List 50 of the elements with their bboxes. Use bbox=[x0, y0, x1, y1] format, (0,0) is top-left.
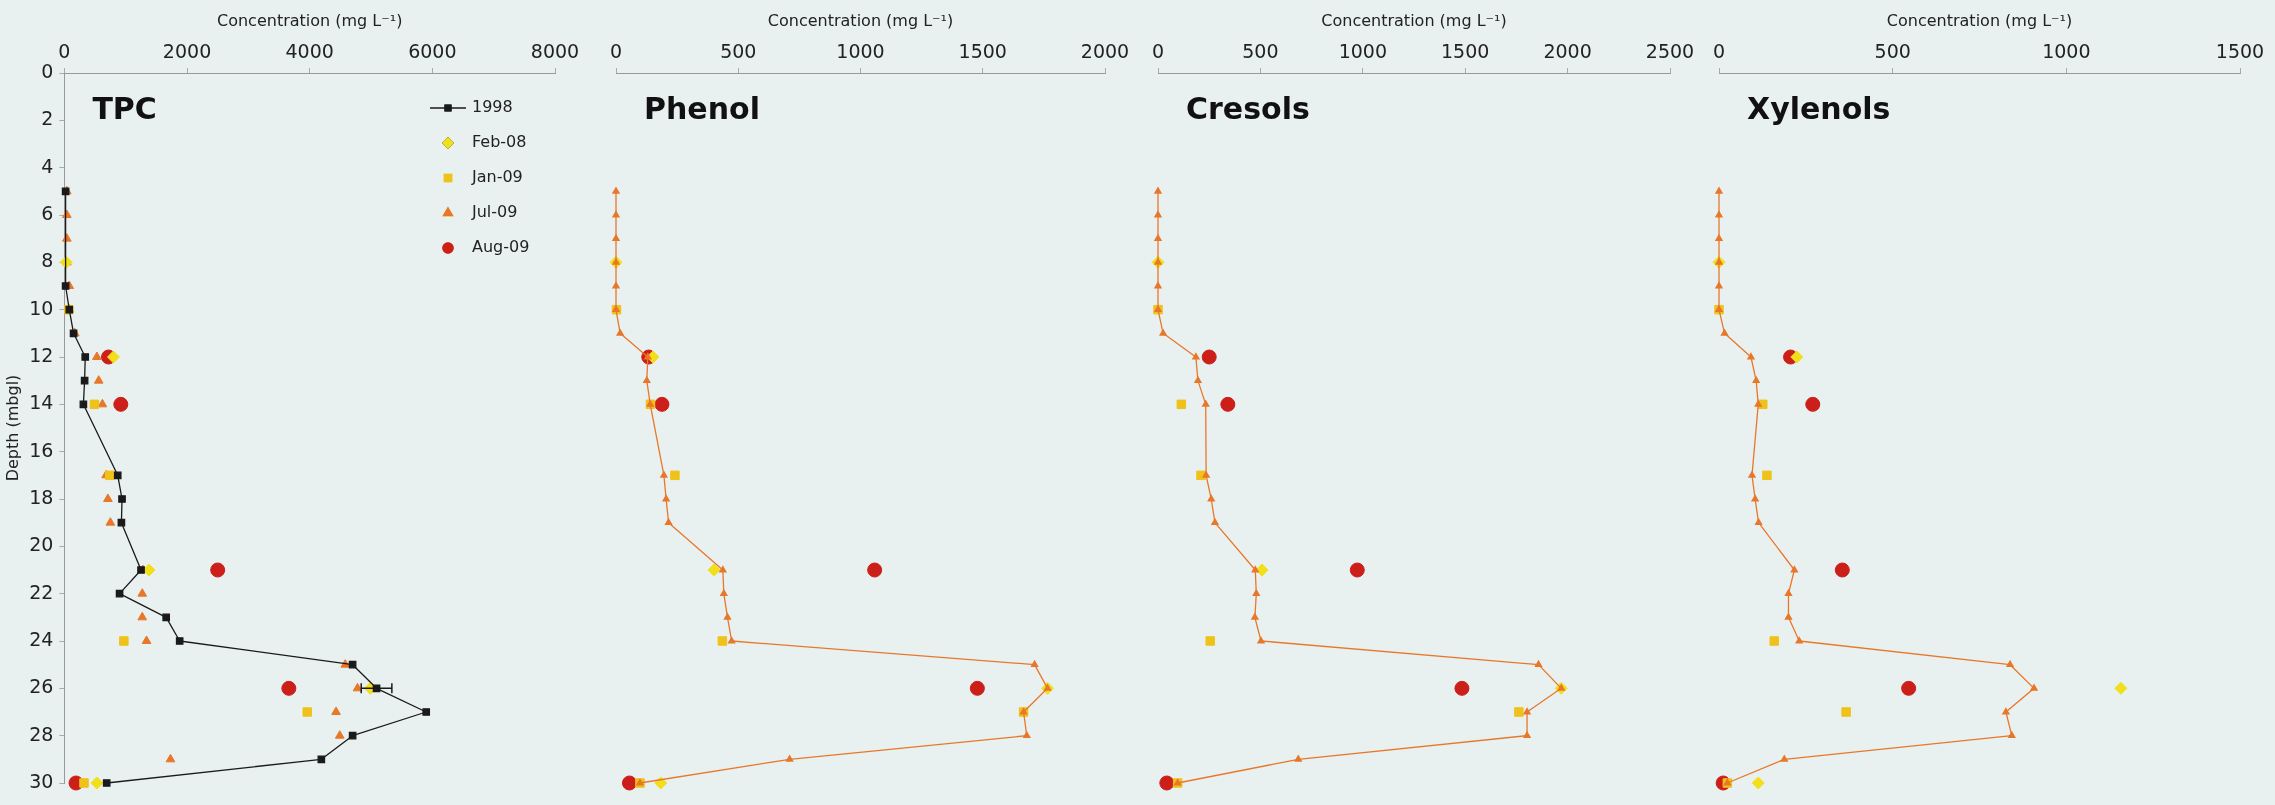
y-tick-label: 28 bbox=[29, 722, 54, 745]
text: Xylenols bbox=[1747, 90, 1891, 126]
x-tick-label: 0 bbox=[58, 39, 71, 62]
y-tick-label: 6 bbox=[41, 201, 54, 224]
x-axis-title: Concentration (mg L⁻¹) bbox=[767, 10, 954, 30]
x-tick-label: 6000 bbox=[408, 39, 457, 62]
x-tick-label: 0 bbox=[609, 39, 623, 62]
x-tick-label: 500 bbox=[720, 39, 757, 62]
y-tick-label: 16 bbox=[29, 438, 54, 461]
x-tick-label: 1000 bbox=[836, 39, 885, 62]
x-tick-label: 500 bbox=[1242, 39, 1279, 62]
x-tick-label: 2000 bbox=[1080, 39, 1130, 62]
y-tick-label: 26 bbox=[29, 675, 54, 698]
x-tick-label: 4000 bbox=[285, 39, 334, 62]
text: TPC bbox=[92, 90, 157, 126]
x-tick-label: 2000 bbox=[162, 39, 212, 62]
x-tick-label: 1000 bbox=[1338, 39, 1387, 62]
y-tick-label: 14 bbox=[29, 391, 54, 414]
legend-label: Jul-09 bbox=[471, 202, 518, 222]
y-tick-label: 24 bbox=[29, 627, 54, 650]
text: Cresols bbox=[1186, 90, 1310, 126]
x-tick-label: 1500 bbox=[958, 39, 1007, 62]
y-tick-label: 8 bbox=[41, 249, 54, 272]
y-tick-label: 0 bbox=[41, 59, 54, 82]
legend-label: Feb-08 bbox=[472, 132, 527, 152]
x-tick-label: 2500 bbox=[1645, 39, 1695, 62]
y-tick-label: 30 bbox=[29, 769, 54, 792]
x-axis-title: Concentration (mg L⁻¹) bbox=[1321, 10, 1507, 30]
y-tick-label: 18 bbox=[29, 485, 54, 508]
x-tick-label: 0 bbox=[1151, 39, 1165, 62]
y-tick-label: 2 bbox=[41, 107, 54, 130]
x-tick-label: 2000 bbox=[1543, 39, 1592, 62]
x-tick-label: 1500 bbox=[2215, 39, 2265, 62]
legend-label: 1998 bbox=[472, 97, 513, 117]
y-tick-label: 4 bbox=[41, 154, 54, 177]
y-tick-label: 12 bbox=[29, 343, 54, 366]
x-tick-label: 1500 bbox=[1441, 39, 1490, 62]
text: Phenol bbox=[644, 90, 760, 126]
x-tick-label: 8000 bbox=[530, 39, 580, 62]
x-axis-title: Concentration (mg L⁻¹) bbox=[1886, 10, 2073, 30]
y-tick-label: 22 bbox=[29, 580, 54, 603]
legend-label: Jan-09 bbox=[471, 167, 523, 187]
y-axis-title: Depth (mbgl) bbox=[2, 374, 22, 482]
x-tick-label: 0 bbox=[1712, 39, 1726, 62]
legend-label: Aug-09 bbox=[472, 237, 530, 257]
x-axis-title: Concentration (mg L⁻¹) bbox=[217, 10, 403, 30]
x-tick-label: 500 bbox=[1874, 39, 1911, 62]
y-tick-label: 20 bbox=[29, 533, 54, 556]
y-tick-label: 10 bbox=[29, 296, 54, 319]
x-tick-label: 1000 bbox=[2042, 39, 2091, 62]
